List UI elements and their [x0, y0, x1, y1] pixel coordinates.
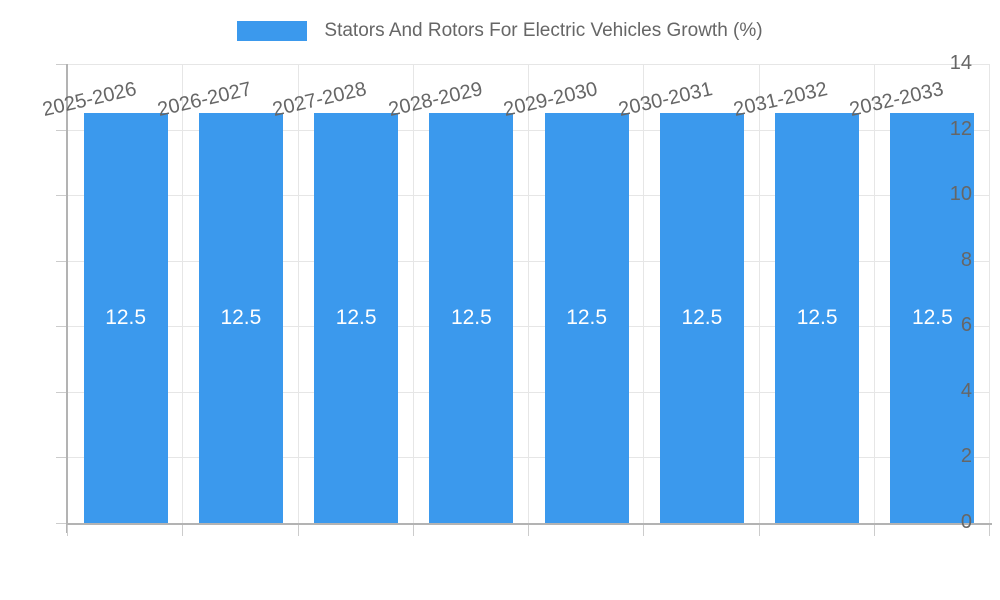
v-gridline: [989, 64, 990, 523]
bar: 12.5: [198, 113, 283, 523]
x-tick-mark: [758, 525, 760, 536]
v-gridline: [873, 64, 875, 523]
bar-value-label: 12.5: [335, 306, 377, 330]
y-tick-label: 8: [960, 248, 972, 271]
v-gridline: [528, 64, 529, 523]
y-tick-label: 14: [949, 52, 972, 75]
bar-value-label: 12.5: [220, 306, 262, 330]
y-tick-mark: [56, 195, 66, 197]
v-gridline: [758, 64, 760, 523]
y-tick-mark: [56, 260, 66, 262]
y-tick-mark: [56, 457, 66, 459]
bar-value-label: 12.5: [796, 306, 838, 330]
bar: 12.5: [429, 113, 514, 523]
y-tick-mark: [56, 129, 66, 131]
bar: 12.5: [775, 113, 860, 523]
v-gridline: [297, 64, 299, 523]
v-gridline: [412, 64, 414, 523]
x-tick-mark: [873, 525, 875, 536]
bar: 12.5: [659, 113, 744, 523]
x-tick-mark: [67, 525, 68, 536]
y-tick-mark: [56, 391, 66, 393]
bar-value-label: 12.5: [450, 306, 492, 330]
bar-value-label: 12.5: [105, 306, 147, 330]
h-gridline: [68, 391, 990, 393]
bar: 12.5: [890, 113, 975, 523]
bar: 12.5: [544, 113, 629, 523]
h-gridline: [68, 326, 990, 328]
y-tick-label: 4: [960, 379, 972, 402]
x-axis-line: [66, 523, 992, 525]
x-tick-mark: [989, 525, 990, 536]
bar-value-label: 12.5: [911, 306, 953, 330]
y-tick-mark: [56, 523, 66, 524]
x-tick-mark: [182, 525, 184, 536]
bar: 12.5: [83, 113, 168, 523]
bar: 12.5: [314, 113, 399, 523]
v-gridline: [182, 64, 184, 523]
y-tick-label: 6: [960, 314, 972, 337]
v-gridline: [643, 64, 645, 523]
h-gridline: [68, 195, 990, 197]
h-gridline: [68, 260, 990, 262]
h-gridline: [68, 129, 990, 131]
legend-swatch-icon: [237, 21, 308, 41]
x-tick-mark: [643, 525, 645, 536]
legend-item[interactable]: Stators And Rotors For Electric Vehicles…: [237, 20, 763, 42]
bar-value-label: 12.5: [566, 306, 608, 330]
y-tick-label: 12: [949, 117, 972, 140]
h-gridline: [68, 64, 990, 65]
x-tick-mark: [297, 525, 299, 536]
y-tick-mark: [56, 326, 66, 328]
plot-area: 12.5 12.5 12.5 12.5 12.5 12.5 12.5 12.5 0 2 4 6 8 10…: [40, 52, 992, 536]
h-gridline: [68, 457, 990, 459]
x-tick-mark: [528, 525, 529, 536]
legend-label: Stators And Rotors For Electric Vehicles…: [324, 20, 763, 41]
y-tick-label: 2: [960, 445, 972, 468]
x-tick-mark: [412, 525, 414, 536]
y-tick-label: 10: [949, 183, 972, 206]
y-axis-line: [66, 64, 68, 533]
chart-legend: Stators And Rotors For Electric Vehicles…: [0, 20, 1000, 42]
bar-value-label: 12.5: [681, 306, 723, 330]
y-tick-mark: [56, 64, 66, 65]
y-tick-label: 0: [960, 511, 972, 534]
